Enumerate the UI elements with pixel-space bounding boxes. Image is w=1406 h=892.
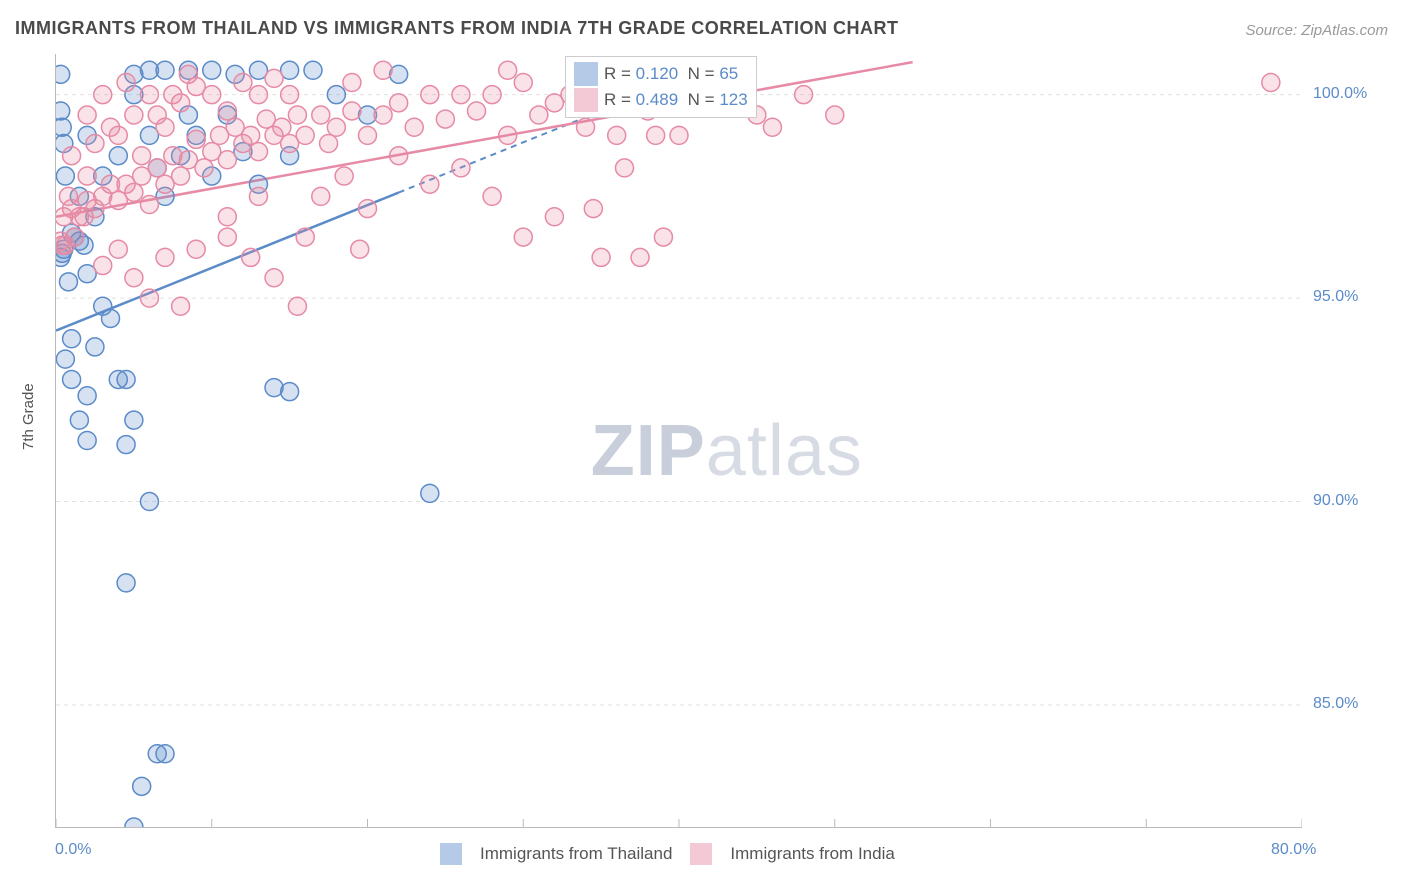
x-tick-label: 80.0% (1271, 841, 1316, 859)
legend-stats: R = 0.120 N = 65 (604, 61, 738, 87)
source-attribution: Source: ZipAtlas.com (1245, 22, 1388, 39)
legend-swatch (574, 62, 598, 86)
y-axis-label: 7th Grade (20, 383, 37, 450)
legend-row: R = 0.489 N = 123 (574, 87, 748, 113)
y-tick-label: 90.0% (1313, 492, 1358, 510)
legend-series-label: Immigrants from India (730, 844, 894, 864)
series-legend: Immigrants from Thailand Immigrants from … (440, 843, 895, 865)
correlation-legend: R = 0.120 N = 65R = 0.489 N = 123 (565, 56, 757, 118)
legend-swatch (574, 88, 598, 112)
legend-row: R = 0.120 N = 65 (574, 61, 748, 87)
legend-stats: R = 0.489 N = 123 (604, 87, 748, 113)
legend-swatch (690, 843, 712, 865)
x-tick-label: 0.0% (55, 841, 91, 859)
y-tick-label: 95.0% (1313, 288, 1358, 306)
y-tick-label: 85.0% (1313, 695, 1358, 713)
chart-title: IMMIGRANTS FROM THAILAND VS IMMIGRANTS F… (15, 18, 898, 39)
legend-swatch (440, 843, 462, 865)
y-tick-label: 100.0% (1313, 85, 1367, 103)
scatter-plot (55, 54, 1302, 828)
legend-series-label: Immigrants from Thailand (480, 844, 672, 864)
